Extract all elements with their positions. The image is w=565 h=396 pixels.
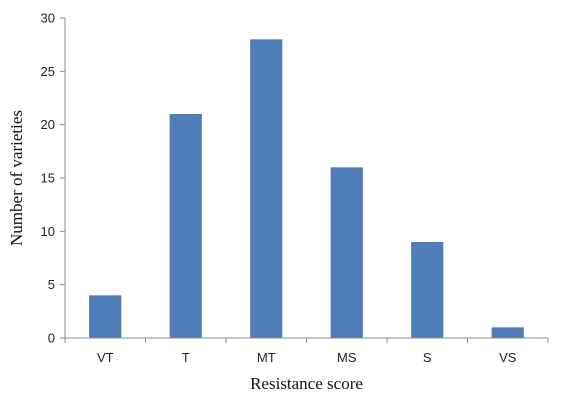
bar-vs: [491, 327, 524, 338]
bar-vt: [89, 295, 122, 338]
y-tick-label: 30: [41, 11, 55, 26]
bar-t: [169, 114, 202, 338]
x-tick-label: T: [182, 350, 190, 365]
y-tick-label: 10: [41, 224, 55, 239]
y-tick-label: 25: [41, 64, 55, 79]
y-axis-ticks: 0 5 10 15 20 25 30: [41, 11, 65, 346]
x-tick-label: VS: [499, 350, 517, 365]
bar-mt: [250, 39, 283, 338]
x-tick-label: MS: [337, 350, 357, 365]
y-tick-label: 0: [48, 331, 55, 346]
y-tick-label: 20: [41, 117, 55, 132]
bars: [89, 39, 524, 338]
x-axis-title: Resistance score: [250, 374, 363, 393]
bar-s: [411, 242, 444, 338]
x-tick-label: MT: [257, 350, 276, 365]
y-tick-label: 5: [48, 277, 55, 292]
x-tick-label: S: [423, 350, 432, 365]
y-tick-label: 15: [41, 171, 55, 186]
y-axis-title: Number of varieties: [7, 110, 26, 246]
bar-ms: [330, 167, 363, 338]
x-tick-label: VT: [97, 350, 114, 365]
x-axis-ticks: VT T MT MS S VS: [64, 338, 549, 365]
